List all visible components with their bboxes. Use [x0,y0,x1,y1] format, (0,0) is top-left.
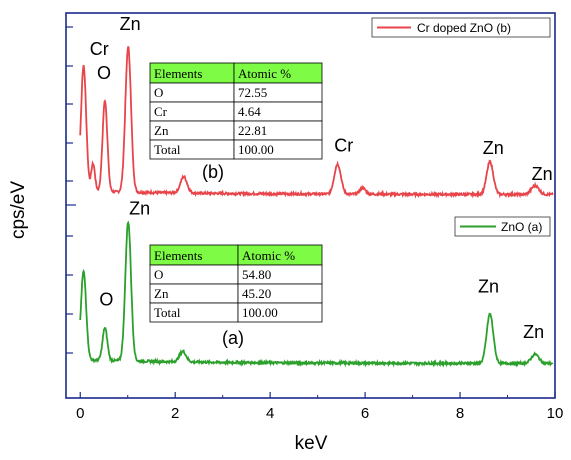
x-tick-label: 0 [76,405,84,422]
legend-label: ZnO (a) [501,220,542,234]
panel-label-a: (a) [222,328,244,348]
peak-label-b: Cr [90,39,109,59]
table-header: Atomic % [238,66,291,81]
x-axis-label: keV [295,433,328,454]
x-tick-label: 6 [361,405,369,422]
legend-label: Cr doped ZnO (b) [417,21,511,35]
table-cell-text: 54.80 [242,267,271,282]
table-header: Elements [154,248,202,263]
table-cell-text: O [154,85,163,100]
peak-label-b: Zn [483,138,504,158]
peak-label-b: Zn [532,164,553,184]
table-cell-text: Total [154,305,181,320]
spectrum-line-b [79,46,554,199]
spectrum-panels: Cr O Zn Cr Zn Zn Zn O Zn Zn [79,14,554,368]
x-tick-label: 2 [171,405,179,422]
legend-box [454,216,551,237]
table-cell-text: 100.00 [242,305,278,320]
table-cell-text: 45.20 [242,286,271,301]
legend-panel-a: ZnO (a) [454,216,551,237]
table-cell-text: Total [154,142,181,157]
legend-box [371,17,551,38]
table-cell-text: 22.81 [238,123,267,138]
composition-table-a: Elements Atomic % O 54.80 Zn 45.20 Total… [149,244,323,323]
table-header: Elements [154,66,202,81]
peak-label-a: O [99,290,113,310]
peak-label-a: Zn [523,322,544,342]
panel-label-b: (b) [202,162,224,182]
table-cell-text: 72.55 [238,85,267,100]
x-tick-label: 10 [547,405,564,422]
peak-label-b: Zn [120,14,141,34]
table-cell-text: O [154,267,163,282]
x-tick-label: 4 [266,405,274,422]
x-tick-label: 8 [456,405,464,422]
table-cell [233,139,323,160]
spectrum-line-a [79,220,554,368]
y-axis-label: cps/eV [8,181,29,239]
peak-label-a: Zn [129,199,150,219]
axis-ticks: 0 2 4 6 8 10 [66,26,564,422]
table-cell-text: 4.64 [238,104,261,119]
table-header: Atomic % [242,248,295,263]
table-cell-text: Zn [154,286,169,301]
table-cell-text: 100.00 [238,142,274,157]
composition-table-b: Elements Atomic % O 72.55 Cr 4.64 Zn 22.… [149,62,323,160]
table-cell [237,302,323,323]
peak-label-b: O [97,63,111,83]
peak-label-b: Cr [334,135,353,155]
peak-label-a: Zn [478,277,499,297]
table-cell-text: Cr [154,104,168,119]
legend-panel-b: Cr doped ZnO (b) [371,17,551,38]
table-cell-text: Zn [154,123,169,138]
